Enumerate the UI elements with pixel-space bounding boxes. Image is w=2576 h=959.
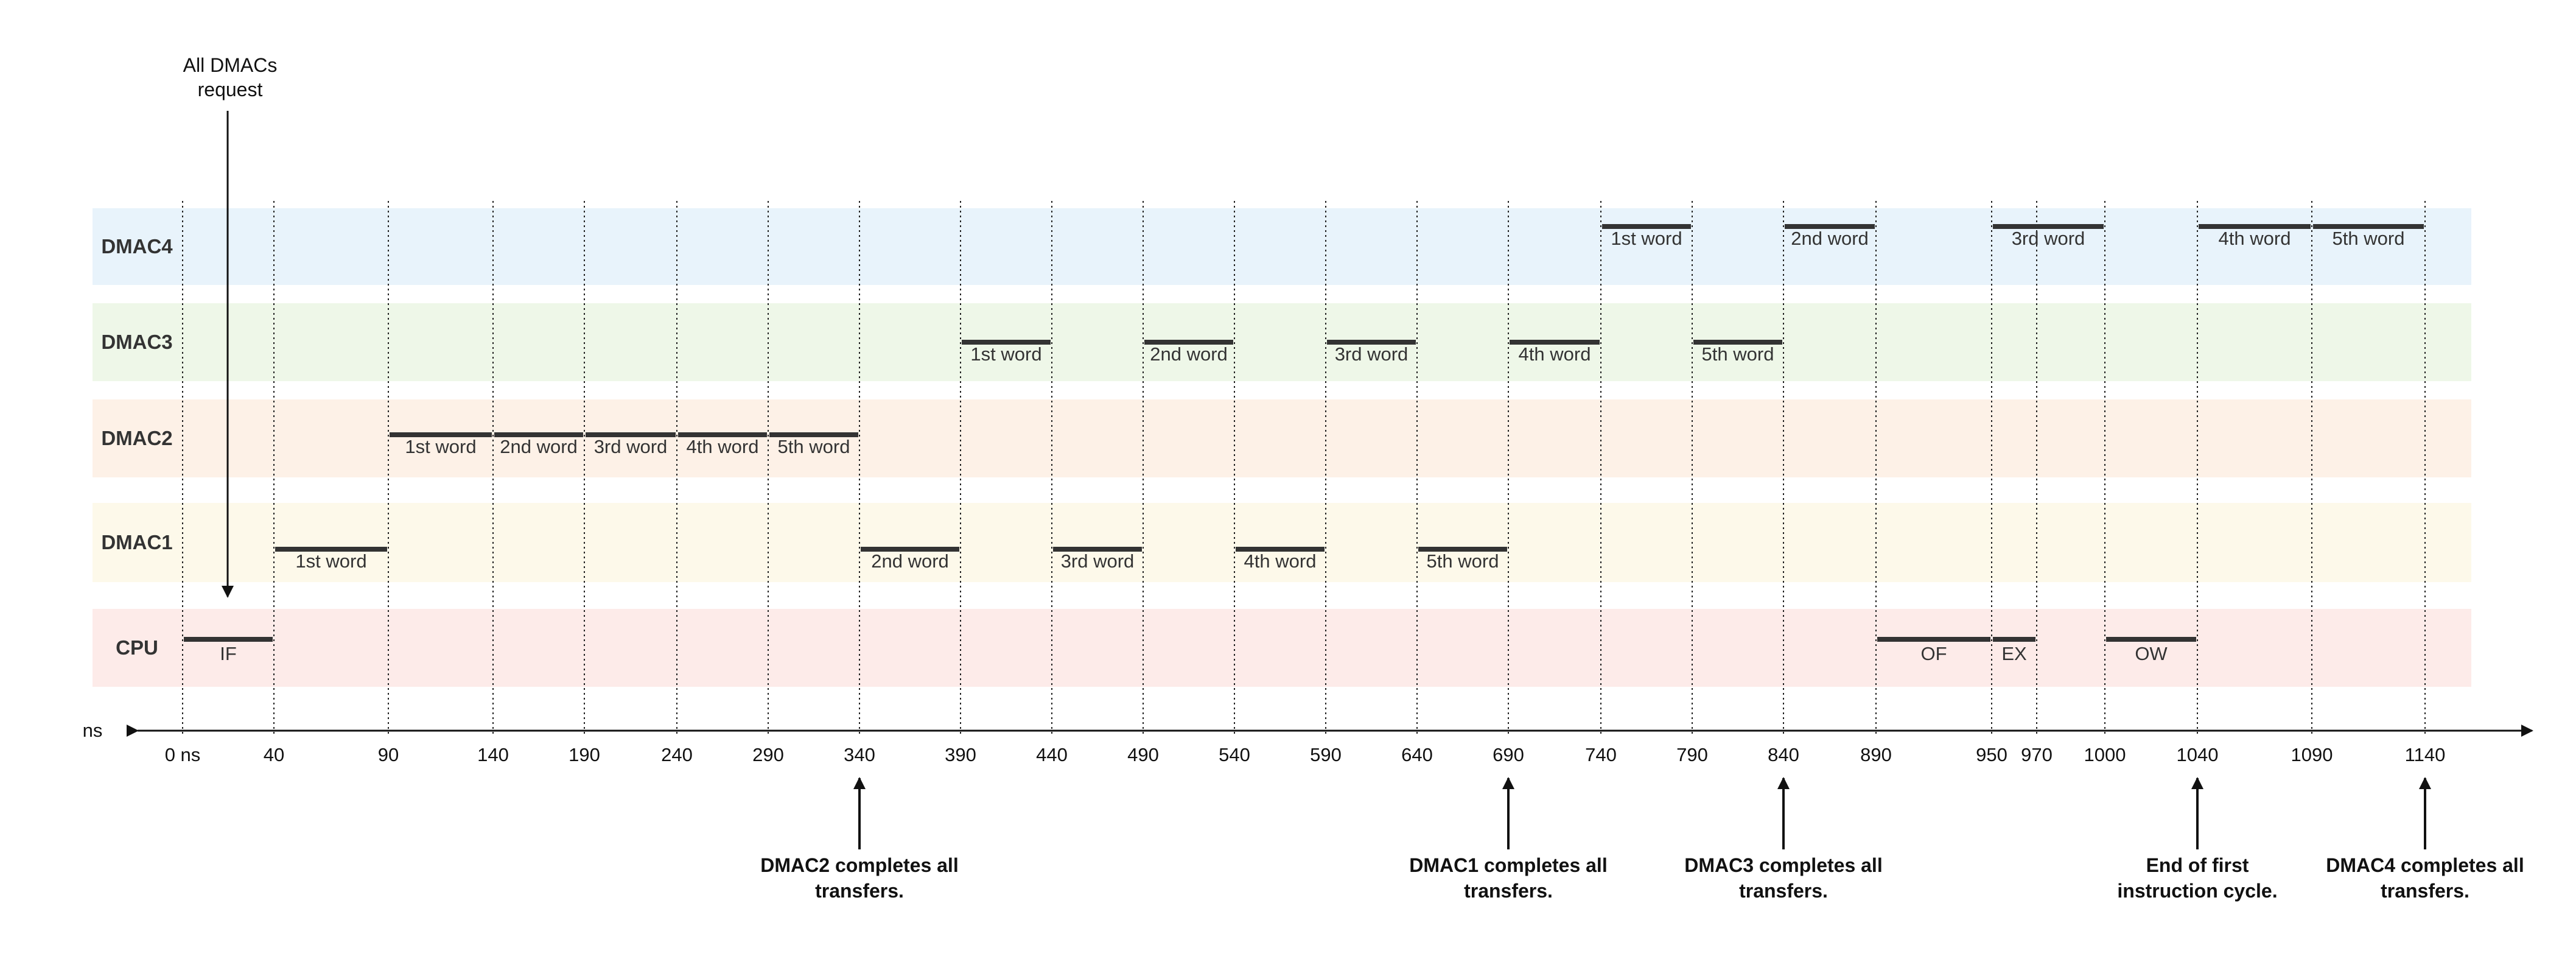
tick-label-840: 840	[1768, 744, 1799, 765]
segment-label-dmac2-5: 5th word	[778, 436, 850, 457]
tick-label-90: 90	[378, 744, 399, 765]
tick-label-590: 590	[1310, 744, 1342, 765]
tick-label-140: 140	[477, 744, 509, 765]
segment-label-dmac3-2: 2nd word	[1150, 343, 1228, 365]
note-340-line-1: DMAC2 completes all	[760, 854, 958, 876]
segment-label-dmac1-4: 4th word	[1244, 550, 1317, 572]
segment-label-dmac4-3: 3rd word	[2012, 228, 2085, 249]
tick-label-240: 240	[661, 744, 693, 765]
lane-dmac4-band	[93, 208, 2471, 285]
tick-label-740: 740	[1585, 744, 1617, 765]
segment-label-dmac2-1: 1st word	[405, 436, 476, 457]
segment-label-dmac4-4: 4th word	[2219, 228, 2291, 249]
note-1040-line-2: instruction cycle.	[2117, 880, 2277, 902]
lane-label-dmac4: DMAC4	[101, 235, 173, 258]
note-340-line-2: transfers.	[815, 880, 904, 902]
tick-label-640: 640	[1401, 744, 1433, 765]
segment-label-cpu-4: OW	[2135, 643, 2168, 664]
segment-label-dmac4-5: 5th word	[2333, 228, 2405, 249]
segment-label-dmac2-4: 4th word	[687, 436, 759, 457]
segment-label-dmac1-1: 1st word	[295, 550, 366, 572]
segment-label-dmac4-1: 1st word	[1611, 228, 1682, 249]
tick-label-440: 440	[1036, 744, 1068, 765]
note-840-line-1: DMAC3 completes all	[1684, 854, 1882, 876]
note-690-line-1: DMAC1 completes all	[1409, 854, 1607, 876]
tick-label-690: 690	[1493, 744, 1524, 765]
grid-lines	[182, 201, 2426, 737]
segment-label-dmac1-3: 3rd word	[1061, 550, 1135, 572]
tick-label-390: 390	[945, 744, 976, 765]
note-690-line-2: transfers.	[1464, 880, 1553, 902]
tick-label-490: 490	[1127, 744, 1159, 765]
request-note-line-1: All DMACs	[183, 54, 278, 76]
segment-label-dmac1-5: 5th word	[1427, 550, 1499, 572]
lane-dmac3-band	[93, 303, 2471, 381]
lane-label-dmac1: DMAC1	[101, 531, 172, 553]
tick-label-790: 790	[1676, 744, 1708, 765]
segment-label-dmac3-4: 4th word	[1519, 343, 1591, 365]
tick-label-1090: 1090	[2291, 744, 2333, 765]
segment-label-dmac3-1: 1st word	[970, 343, 1041, 365]
tick-label-290: 290	[752, 744, 784, 765]
segment-label-cpu-3: EX	[2001, 643, 2027, 664]
tick-label-950: 950	[1976, 744, 2007, 765]
segment-label-dmac4-2: 2nd word	[1791, 228, 1869, 249]
axis-unit-label: ns	[83, 720, 103, 741]
annotations: All DMACs request DMAC2 completes all trans…	[183, 54, 2524, 902]
tick-label-40: 40	[264, 744, 284, 765]
note-1040-line-1: End of first	[2146, 854, 2249, 876]
segment-label-dmac2-2: 2nd word	[500, 436, 578, 457]
tick-label-970: 970	[2021, 744, 2053, 765]
segment-label-dmac3-5: 5th word	[1702, 343, 1774, 365]
tick-label-1000: 1000	[2084, 744, 2126, 765]
request-note-line-2: request	[198, 79, 263, 100]
lane-label-cpu: CPU	[116, 636, 158, 659]
segments-layer: 1st word 2nd word 3rd word 4th word 5th word…	[184, 224, 2424, 664]
tick-label-1040: 1040	[2177, 744, 2219, 765]
note-840-line-2: transfers.	[1739, 880, 1828, 902]
tick-label-0: 0 ns	[165, 744, 201, 765]
lane-label-dmac2: DMAC2	[101, 427, 172, 449]
note-1140-line-2: transfers.	[2381, 880, 2469, 902]
note-1140-line-1: DMAC4 completes all	[2326, 854, 2524, 876]
lane-label-dmac3: DMAC3	[101, 331, 172, 353]
segment-label-dmac1-2: 2nd word	[871, 550, 949, 572]
lane-dmac1-band	[93, 503, 2471, 582]
tick-label-890: 890	[1860, 744, 1892, 765]
tick-label-1140: 1140	[2405, 744, 2446, 765]
time-axis: ns 0 ns 40 90 140 190 240 290 340 390 440 490 540 590…	[83, 720, 2533, 765]
tick-label-340: 340	[844, 744, 875, 765]
tick-label-190: 190	[569, 744, 600, 765]
segment-label-dmac2-3: 3rd word	[594, 436, 668, 457]
segment-label-cpu-2: OF	[1920, 643, 1947, 664]
lanes-layer: DMAC4 DMAC3 DMAC2 DMAC1 CPU	[93, 208, 2471, 687]
segment-label-dmac3-3: 3rd word	[1335, 343, 1409, 365]
tick-label-540: 540	[1219, 744, 1250, 765]
lane-cpu-band	[93, 609, 2471, 687]
lane-dmac2-band	[93, 399, 2471, 477]
segment-label-cpu-1: IF	[220, 643, 237, 664]
